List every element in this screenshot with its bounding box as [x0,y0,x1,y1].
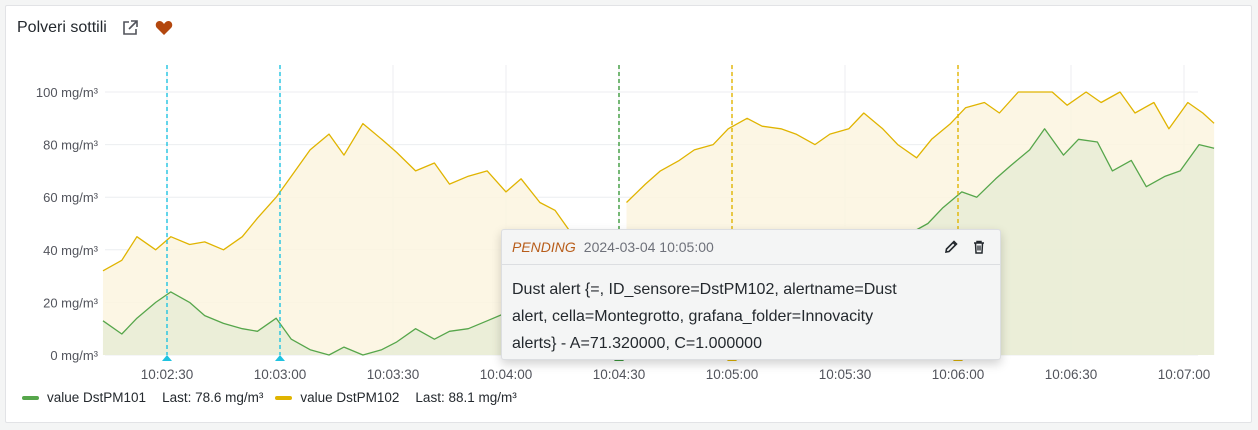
x-tick-label: 10:03:30 [367,367,420,382]
legend-last-value: Last: 78.6 mg/m³ [162,390,264,405]
y-tick-label: 20 mg/m³ [43,295,99,310]
y-tick-label: 100 mg/m³ [36,85,99,100]
legend-last-value: Last: 88.1 mg/m³ [415,390,517,405]
x-tick-label: 10:04:30 [593,367,646,382]
legend-item-dstpm101[interactable]: value DstPM101 Last: 78.6 mg/m³ [22,390,263,405]
series-area-1 [102,291,574,355]
x-tick-label: 10:02:30 [141,367,194,382]
tooltip-actions [940,236,990,258]
tooltip-line: Dust alert {=, ID_sensore=DstPM102, aler… [512,281,897,298]
series-line-2 [102,122,575,272]
tooltip-body: Dust alert {=, ID_sensore=DstPM102, aler… [502,265,1000,357]
panel-title[interactable]: Polveri sottili [17,19,107,36]
series-line-1 [908,128,1215,235]
x-tick-label: 10:07:00 [1158,367,1211,382]
x-tick-label: 10:05:30 [819,367,872,382]
annotation-marker [162,355,172,361]
x-tick-label: 10:06:30 [1045,367,1098,382]
annotation-tooltip: PENDING 2024-03-04 10:05:00 Dust alert {… [501,229,1001,360]
x-tick-label: 10:04:00 [480,367,533,382]
x-tick-label: 10:05:00 [706,367,759,382]
y-tick-label: 60 mg/m³ [43,190,99,205]
y-tick-label: 80 mg/m³ [43,138,99,153]
tooltip-line: alert, cella=Montegrotto, grafana_folder… [512,308,874,325]
series-line-1 [102,291,574,356]
legend-item-dstpm102[interactable]: value DstPM102 Last: 88.1 mg/m³ [275,390,517,405]
x-tick-label: 10:03:00 [254,367,307,382]
legend-swatch-dstpm102 [275,395,293,400]
legend-name: value DstPM102 [300,390,400,405]
y-tick-label: 0 mg/m³ [50,348,98,363]
legend-swatch-dstpm101 [22,395,39,400]
annotation-marker [275,355,285,361]
external-link-icon[interactable] [119,17,141,39]
heart-icon[interactable] [153,17,175,39]
trash-icon[interactable] [968,236,990,258]
tooltip-line: alerts} - A=71.320000, C=1.000000 [512,335,762,352]
legend: value DstPM101 Last: 78.6 mg/m³ value Ds… [22,390,529,405]
panel-header: Polveri sottili [17,16,175,40]
alert-time: 2024-03-04 10:05:00 [583,239,714,255]
legend-name: value DstPM101 [47,390,147,405]
series-line-2 [626,91,1215,203]
tooltip-header: PENDING 2024-03-04 10:05:00 [502,230,1000,265]
alert-state: PENDING [512,239,576,255]
x-tick-label: 10:06:00 [932,367,985,382]
y-tick-label: 40 mg/m³ [43,243,99,258]
edit-icon[interactable] [940,236,962,258]
